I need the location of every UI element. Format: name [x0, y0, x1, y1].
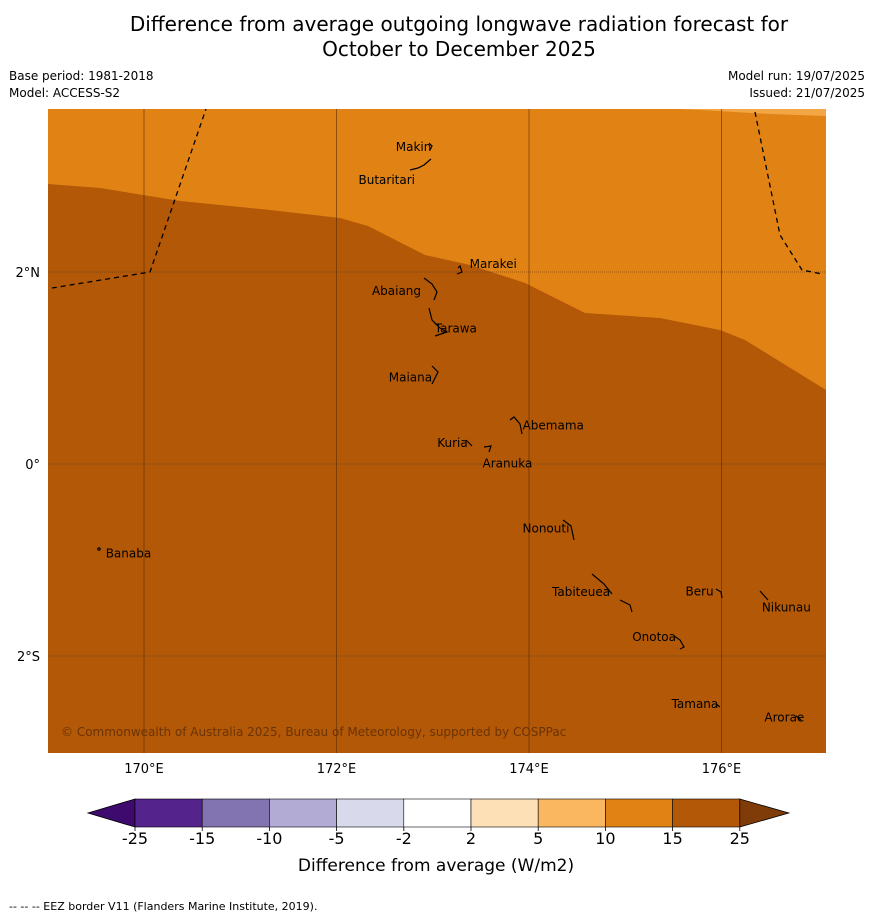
colorbar-segment: [336, 798, 405, 828]
place-label-aranuka: Aranuka: [483, 457, 533, 471]
colorbar-extend-high: [739, 798, 791, 828]
island-marakei: [456, 264, 463, 275]
colorbar-segment: [470, 798, 539, 828]
island-nonouti: [562, 519, 575, 541]
island-tamana: [715, 703, 721, 708]
meta-right: Model run: 19/07/2025 Issued: 21/07/2025: [728, 68, 865, 102]
place-label-arorae: Arorae: [764, 710, 804, 724]
place-label-beru: Beru: [686, 585, 714, 599]
island-tarawa: [428, 307, 449, 337]
colorbar-segment: [605, 798, 673, 828]
model-run: Model run: 19/07/2025: [727, 69, 865, 83]
colorbar-tick-label: 15: [662, 829, 682, 848]
colorbar-extend-low: [86, 798, 136, 828]
colorbar-segment: [672, 798, 741, 828]
base-period: Base period: 1981-2018: [9, 69, 154, 83]
colorbar-segment: [201, 798, 270, 828]
colorbar-tick-label: -5: [329, 829, 345, 848]
colorbar-tick-label: 25: [730, 829, 750, 848]
colorbar-tick-label: 2: [466, 829, 476, 848]
place-label-butaritari: Butaritari: [359, 173, 416, 187]
island-beru: [715, 588, 723, 599]
place-label-nikunau: Nikunau: [762, 601, 811, 615]
place-label-tarawa: Tarawa: [434, 322, 477, 336]
eez-border-west: [51, 109, 207, 289]
place-label-banaba: Banaba: [106, 547, 152, 561]
place-label-abemama: Abemama: [523, 419, 584, 433]
island-kuria: [465, 439, 473, 447]
place-label-marakei: Marakei: [470, 257, 517, 271]
island-maiana: [431, 365, 439, 385]
colorbar-tick-label: 5: [533, 829, 543, 848]
title-line-2: October to December 2025: [322, 37, 596, 61]
island-abemama: [509, 416, 523, 435]
colorbar-tick-label: -10: [256, 829, 282, 848]
longitude-tick-label: 176°E: [702, 762, 742, 777]
colorbar-segment: [134, 798, 203, 828]
colorbar: -25 -15 -10 -5 -2 2 5 10 15 25: [86, 798, 791, 848]
latitude-tick-label: 2°N: [16, 266, 41, 281]
island-arorae: [795, 715, 802, 721]
eez-border-east: [754, 111, 823, 275]
meta-left: Base period: 1981-2018 Model: ACCESS-S2: [9, 68, 154, 102]
place-labels: Makin Butaritari Marakei Abaiang Tarawa Maian…: [106, 140, 811, 724]
place-label-kuria: Kuria: [437, 436, 468, 450]
title-line-1: Difference from average outgoing longwav…: [129, 12, 789, 36]
island-makin: [428, 142, 433, 151]
issued-date: Issued: 21/07/2025: [749, 86, 865, 100]
graticule: [48, 109, 826, 753]
model-name: Model: ACCESS-S2: [9, 86, 121, 100]
place-label-tabiteuea: Tabiteuea: [551, 585, 610, 599]
island-abaiang: [423, 277, 438, 301]
island-banaba: [97, 547, 101, 551]
eez-borders: [51, 109, 823, 289]
place-label-maiana: Maiana: [389, 371, 432, 385]
place-label-tamana: Tamana: [671, 697, 719, 711]
colorbar-tick-label: 10: [595, 829, 615, 848]
eez-footnote: -- -- -- EEZ border V11 (Flanders Marine…: [9, 900, 318, 913]
island-onotoa: [673, 635, 685, 650]
colorbar-tick-label: -2: [396, 829, 412, 848]
longitude-tick-label: 170°E: [124, 762, 164, 777]
anomaly-5-10-region: [680, 109, 826, 116]
longitude-tick-label: 172°E: [317, 762, 357, 777]
place-label-makin: Makin: [396, 140, 432, 154]
latitude-tick-label: 0°: [25, 458, 40, 473]
island-outlines: [97, 142, 802, 721]
longitude-labels: 170°E 172°E 174°E 176°E: [124, 762, 741, 777]
colorbar-segment: [269, 798, 337, 828]
colorbar-segment: [537, 798, 606, 828]
colorbar-tick-label: -25: [122, 829, 148, 848]
island-butaritari: [409, 158, 432, 171]
colorbar-segment: [403, 798, 472, 828]
colorbar-label: Difference from average (W/m2): [298, 856, 574, 876]
place-label-abaiang: Abaiang: [372, 284, 421, 298]
map-title: Difference from average outgoing longwav…: [0, 12, 873, 62]
latitude-tick-label: 2°S: [17, 650, 40, 665]
place-label-nonouti: Nonouti: [523, 521, 570, 535]
island-aranuka: [483, 445, 492, 453]
latitude-labels: 2°N 0° 2°S: [16, 266, 41, 665]
longitude-tick-label: 174°E: [509, 762, 549, 777]
place-label-onotoa: Onotoa: [632, 630, 676, 644]
colorbar-tick-label: -15: [189, 829, 215, 848]
map-area: Makin Butaritari Marakei Abaiang Tarawa Maian…: [48, 109, 826, 753]
copyright-notice: © Commonwealth of Australia 2025, Bureau…: [61, 725, 566, 739]
island-tabiteuea: [591, 573, 633, 613]
island-nikunau: [759, 590, 769, 601]
